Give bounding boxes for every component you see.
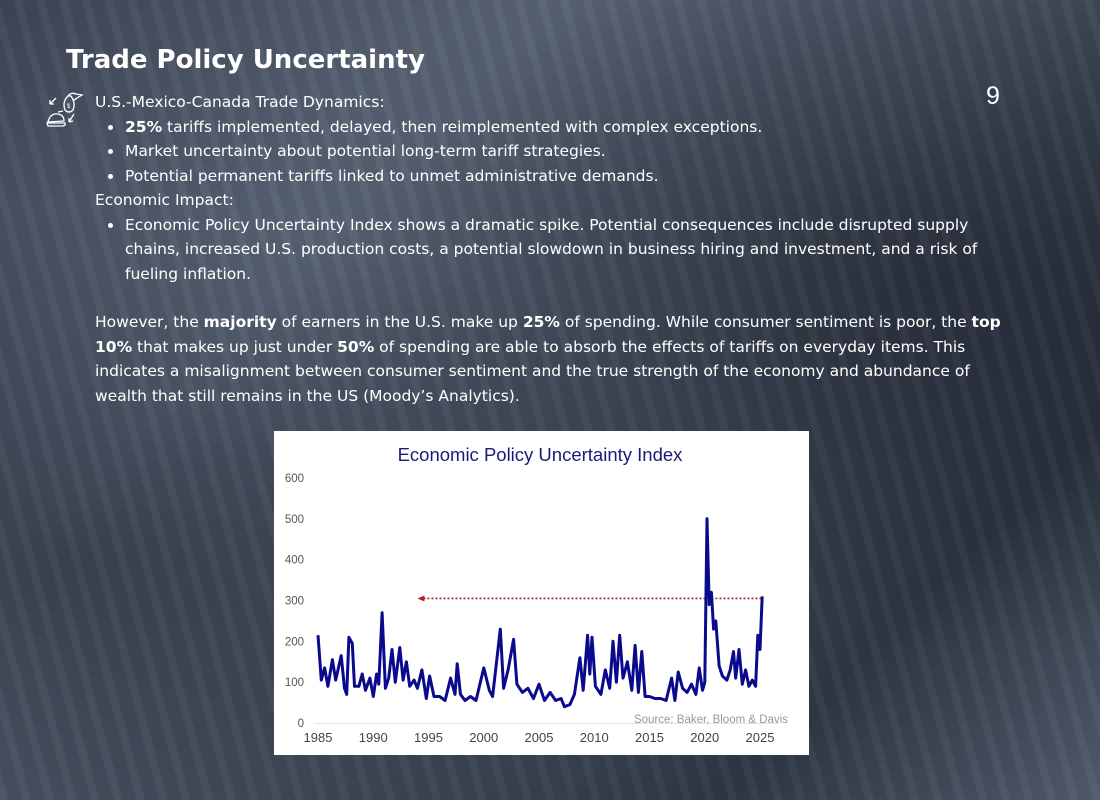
- y-tick-label: 600: [285, 473, 304, 485]
- bold-text: 25%: [125, 117, 163, 136]
- y-tick-label: 300: [285, 596, 304, 608]
- text: that makes up just under: [132, 337, 338, 356]
- bullet-item: Potential permanent tariffs linked to un…: [108, 164, 1015, 189]
- text: However, the: [95, 313, 204, 331]
- text: of spending are able to absorb the effec…: [95, 337, 970, 405]
- impact-bullets: Economic Policy Uncertainty Index shows …: [108, 213, 1015, 287]
- bold-text: 50%: [337, 337, 375, 356]
- money-bag-cycle-icon: $: [46, 92, 84, 127]
- y-tick-label: 500: [285, 514, 304, 526]
- x-tick-label: 2015: [635, 730, 664, 745]
- x-tick-label: 2010: [580, 730, 609, 745]
- x-tick-label: 1995: [414, 730, 443, 745]
- bold-text: 25%: [522, 313, 560, 331]
- bold-text: top 10%: [95, 313, 1001, 356]
- text: of earners in the U.S. make up: [276, 313, 523, 331]
- chart-title: Economic Policy Uncertainty Index: [398, 444, 684, 465]
- chart-source: Source: Baker, Bloom & Davis: [634, 714, 788, 726]
- bullet-text: Market uncertainty about potential long-…: [125, 142, 606, 160]
- bullet-item: Economic Policy Uncertainty Index shows …: [108, 213, 1015, 287]
- bullet-text: Potential permanent tariffs linked to un…: [125, 166, 659, 185]
- x-tick-label: 2005: [525, 730, 554, 745]
- bold-text: majority: [203, 313, 277, 331]
- page-number: 9: [986, 82, 1000, 110]
- x-tick-label: 2020: [690, 730, 719, 745]
- y-tick-label: 100: [285, 677, 304, 689]
- y-tick-label: 0: [298, 718, 304, 730]
- bullet-text: Economic Policy Uncertainty Index shows …: [125, 215, 978, 283]
- slide-content: U.S.-Mexico-Canada Trade Dynamics: 25% t…: [95, 90, 1015, 408]
- x-tick-label: 2025: [746, 730, 775, 745]
- bullet-text: tariffs implemented, delayed, then reimp…: [162, 117, 763, 136]
- x-tick-label: 1985: [304, 730, 333, 745]
- trade-bullets: 25% tariffs implemented, delayed, then r…: [108, 115, 1015, 189]
- x-tick-label: 2000: [469, 730, 498, 745]
- x-tick-label: 1990: [359, 730, 388, 745]
- y-tick-label: 200: [285, 636, 304, 648]
- chart-svg: Economic Policy Uncertainty Index 0 100 20…: [285, 444, 788, 745]
- summary-paragraph: However, the majority of earners in the …: [95, 310, 1015, 408]
- svg-text:$: $: [67, 104, 71, 110]
- epu-chart: Economic Policy Uncertainty Index 0 100 20…: [274, 431, 809, 755]
- bullet-item: Market uncertainty about potential long-…: [108, 139, 1015, 164]
- text: of spending. While consumer sentiment is…: [559, 313, 972, 331]
- slide-title: Trade Policy Uncertainty: [66, 45, 425, 75]
- section-heading: Economic Impact:: [95, 191, 234, 209]
- y-tick-label: 400: [285, 555, 304, 567]
- series-line: [316, 517, 764, 709]
- section-heading: U.S.-Mexico-Canada Trade Dynamics:: [95, 93, 385, 111]
- arrow-left-icon: [417, 595, 425, 602]
- bullet-item: 25% tariffs implemented, delayed, then r…: [108, 115, 1015, 140]
